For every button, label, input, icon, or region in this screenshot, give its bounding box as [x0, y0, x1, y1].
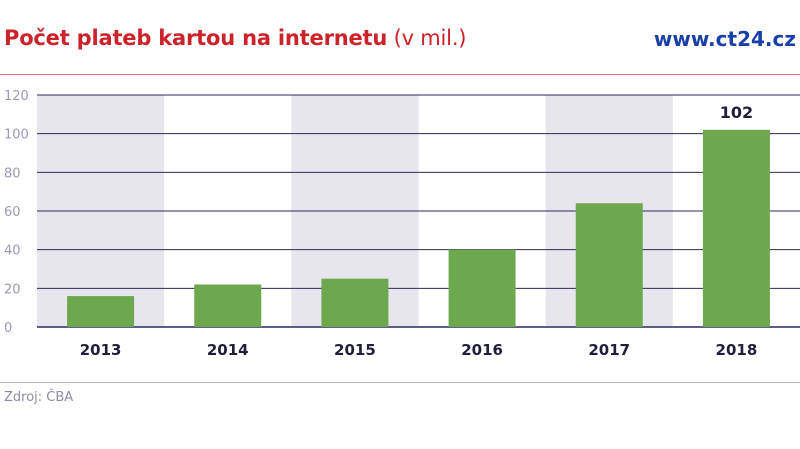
- bar-2016: [448, 249, 516, 327]
- bar-2014: [194, 284, 262, 327]
- chart-title-unit: (v mil.): [393, 26, 467, 50]
- y-tick-label: 20: [4, 282, 21, 297]
- footer-divider: [0, 382, 800, 383]
- y-tick-label: 80: [4, 166, 21, 181]
- chart-title-main: Počet plateb kartou na internetu: [4, 26, 388, 50]
- x-tick-label: 2015: [334, 341, 376, 359]
- bar-chart: 0 20 40 60 80 100 120 2013 2014 2015 2016 2017 2018 1…: [4, 89, 800, 359]
- brand-link[interactable]: www.ct24.cz: [653, 27, 796, 51]
- x-tick-label: 2013: [80, 341, 122, 359]
- source-note: Zdroj: ČBA: [4, 390, 74, 405]
- header-divider: [0, 74, 800, 75]
- y-tick-label: 0: [4, 321, 12, 336]
- chart-title: Počet plateb kartou na internetu (v mil.…: [4, 26, 466, 50]
- label-layer: 0 20 40 60 80 100 120 2013 2014 2015 2016 2017 2018 1…: [4, 89, 757, 359]
- bar-2017: [575, 203, 643, 327]
- chart-header: Počet plateb kartou na internetu (v mil.…: [0, 0, 800, 75]
- x-tick-label: 2018: [716, 341, 758, 359]
- bar-2018: [702, 129, 770, 327]
- y-tick-label: 40: [4, 244, 21, 259]
- data-label-2018: 102: [720, 103, 753, 122]
- bar-layer: [67, 129, 770, 327]
- bar-2015: [321, 278, 389, 327]
- bar-2013: [67, 296, 135, 327]
- y-tick-label: 120: [4, 89, 29, 104]
- y-tick-label: 100: [4, 128, 29, 143]
- y-tick-label: 60: [4, 205, 21, 220]
- x-tick-label: 2016: [461, 341, 503, 359]
- grid-layer: [37, 94, 800, 328]
- x-tick-label: 2014: [207, 341, 249, 359]
- x-tick-label: 2017: [588, 341, 630, 359]
